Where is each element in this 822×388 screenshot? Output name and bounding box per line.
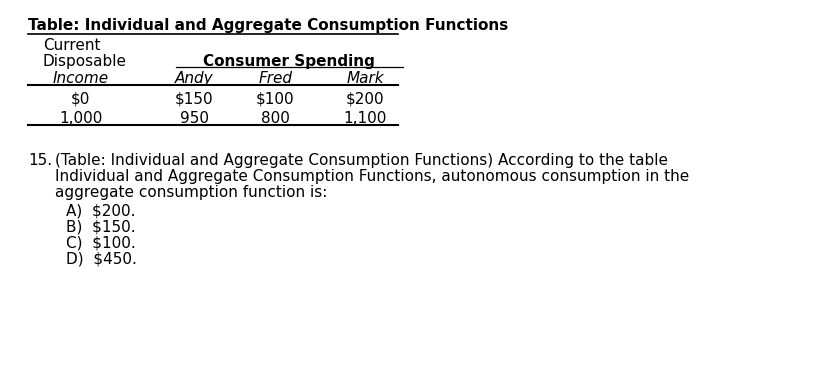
Text: D)  $450.: D) $450. [67, 251, 137, 266]
Text: Fred: Fred [258, 71, 292, 86]
Text: 800: 800 [261, 111, 289, 126]
Text: Mark: Mark [346, 71, 384, 86]
Text: Individual and Aggregate Consumption Functions, autonomous consumption in the: Individual and Aggregate Consumption Fun… [55, 169, 690, 184]
Text: C)  $100.: C) $100. [67, 235, 136, 250]
Text: $0: $0 [71, 91, 90, 106]
Text: 1,000: 1,000 [59, 111, 102, 126]
Text: $200: $200 [346, 91, 385, 106]
Text: A)  $200.: A) $200. [67, 203, 136, 218]
Text: 15.: 15. [29, 153, 53, 168]
Text: 950: 950 [180, 111, 209, 126]
Text: aggregate consumption function is:: aggregate consumption function is: [55, 185, 327, 200]
Text: $100: $100 [256, 91, 294, 106]
Text: Table: Individual and Aggregate Consumption Functions: Table: Individual and Aggregate Consumpt… [29, 18, 509, 33]
Text: $150: $150 [175, 91, 214, 106]
Text: B)  $150.: B) $150. [67, 219, 136, 234]
Text: (Table: Individual and Aggregate Consumption Functions) According to the table: (Table: Individual and Aggregate Consump… [55, 153, 668, 168]
Text: Andy: Andy [175, 71, 214, 86]
Text: Disposable: Disposable [43, 54, 127, 69]
Text: Consumer Spending: Consumer Spending [203, 54, 376, 69]
Text: Income: Income [53, 71, 109, 86]
Text: 1,100: 1,100 [344, 111, 387, 126]
Text: Current: Current [43, 38, 100, 53]
